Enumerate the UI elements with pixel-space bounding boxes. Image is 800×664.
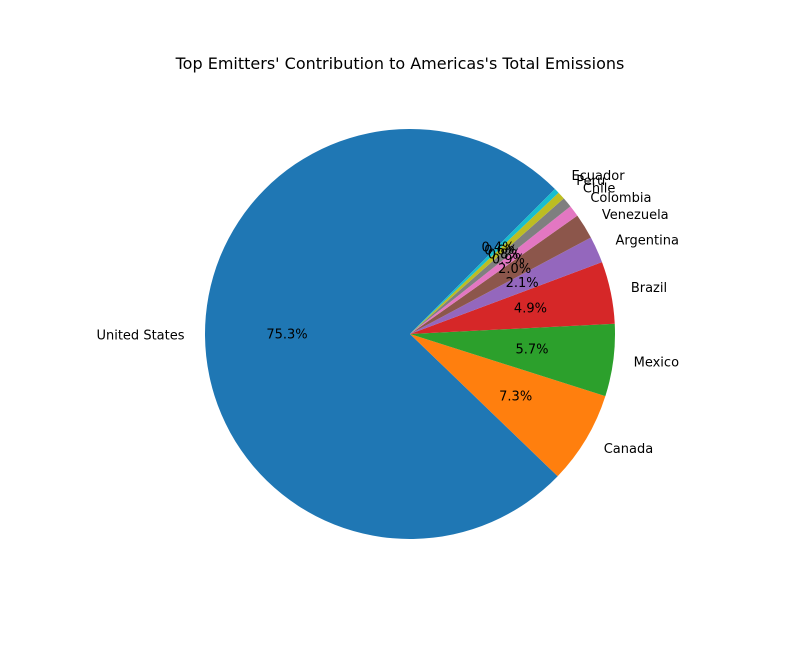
- slice-label-ecuador: Ecuador: [571, 169, 625, 184]
- pct-label-peru: 0.6%: [484, 243, 517, 258]
- slice-label-colombia: Colombia: [590, 191, 651, 206]
- pie-slice-brazil: [410, 262, 615, 334]
- slice-label-peru: Peru: [576, 174, 605, 189]
- pct-label-venezuela: 2.0%: [498, 262, 531, 277]
- pct-label-united-states: 75.3%: [266, 328, 307, 343]
- pct-label-canada: 7.3%: [499, 389, 532, 404]
- pct-label-ecuador: 0.4%: [482, 241, 515, 256]
- pct-label-argentina: 2.1%: [506, 276, 539, 291]
- pie-labels: United States 75.3% Canada 7.3% Mexico 5.7% Br…: [96, 169, 679, 457]
- pie-slice-canada: [410, 334, 606, 477]
- pie-slice-united-states: [205, 129, 558, 539]
- pct-label-chile: 0.8%: [488, 248, 521, 263]
- slice-label-venezuela: Venezuela: [602, 208, 669, 223]
- pie-slice-colombia: [410, 206, 578, 334]
- slice-label-chile: Chile: [583, 182, 616, 197]
- pie-slice-mexico: [410, 323, 615, 397]
- slice-label-united-states: United States: [96, 329, 184, 344]
- pie-slice-ecuador: [410, 189, 559, 334]
- pie-slice-argentina: [410, 237, 602, 334]
- pie-slices: [205, 129, 615, 539]
- pie-slice-venezuela: [410, 215, 591, 334]
- slice-label-brazil: Brazil: [631, 281, 667, 296]
- chart-title: Top Emitters' Contribution to Americas's…: [175, 54, 625, 73]
- pct-label-brazil: 4.9%: [514, 302, 547, 317]
- pct-label-mexico: 5.7%: [515, 342, 548, 357]
- pie-slice-chile: [410, 198, 571, 334]
- pie-slice-peru: [410, 192, 564, 334]
- slice-label-mexico: Mexico: [634, 355, 679, 370]
- slice-label-argentina: Argentina: [616, 234, 679, 249]
- pct-label-colombia: 0.9%: [492, 253, 525, 268]
- slice-label-canada: Canada: [604, 442, 653, 457]
